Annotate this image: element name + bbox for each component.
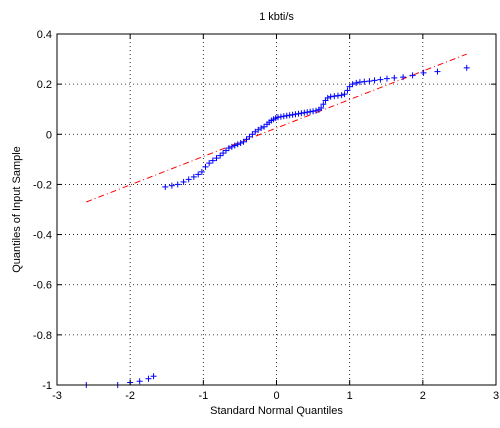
data-point [277, 113, 284, 120]
data-point [280, 113, 287, 120]
data-point [400, 74, 407, 81]
data-point [145, 375, 152, 382]
y-tick-labels: -1 -0.8 -0.6 -0.4 -0.2 0 0.2 0.4 [33, 29, 52, 392]
data-point [174, 181, 181, 188]
data-point [150, 373, 157, 380]
data-point [237, 140, 244, 147]
data-point [206, 160, 213, 167]
data-point [292, 111, 299, 118]
data-point [366, 78, 373, 85]
data-point [190, 173, 197, 180]
data-point [274, 114, 281, 121]
x-tick-label: -3 [52, 390, 62, 402]
data-points [83, 64, 470, 388]
y-axis-label: Quantiles of Input Sample [11, 146, 23, 273]
data-point [298, 110, 305, 117]
data-point [289, 111, 296, 118]
y-tick-label: 0.4 [37, 29, 52, 41]
x-tick-label: 3 [493, 390, 499, 402]
y-tick-label: -0.8 [33, 330, 52, 342]
data-point [320, 101, 327, 108]
data-point [162, 183, 169, 190]
data-point [338, 92, 345, 99]
data-point [310, 108, 317, 115]
data-point [209, 157, 216, 164]
x-tick-label: 2 [420, 390, 426, 402]
data-point [180, 178, 187, 185]
data-point [195, 171, 202, 178]
x-tick-label: -2 [125, 390, 135, 402]
data-point [361, 78, 368, 85]
data-point [225, 145, 232, 152]
data-point [341, 91, 348, 98]
data-point [304, 109, 311, 116]
data-point [246, 133, 253, 140]
x-tick-label: 0 [273, 390, 279, 402]
data-point [434, 68, 441, 75]
data-point [240, 138, 247, 145]
data-point [243, 136, 250, 143]
data-point [383, 75, 390, 82]
data-point [331, 93, 338, 100]
data-point [286, 112, 293, 119]
data-point [283, 112, 290, 119]
data-point [377, 76, 384, 83]
data-point [324, 94, 331, 101]
y-tick-label: 0 [46, 129, 52, 141]
data-point [185, 176, 192, 183]
x-tick-label: 1 [347, 390, 353, 402]
data-point [217, 152, 224, 159]
data-point [136, 378, 143, 385]
data-point [409, 72, 416, 79]
data-point [371, 77, 378, 84]
chart-title: 1 kbti/s [259, 11, 294, 23]
data-point [334, 92, 341, 99]
tick-marks [56, 33, 497, 386]
data-point [391, 74, 398, 81]
data-point [202, 163, 209, 170]
y-tick-label: -0.2 [33, 179, 52, 191]
data-point [231, 142, 238, 149]
data-point [258, 125, 265, 132]
x-axis-label: Standard Normal Quantiles [210, 405, 343, 417]
data-point [198, 168, 205, 175]
data-point [295, 110, 302, 117]
data-point [344, 87, 351, 94]
data-point [318, 104, 325, 111]
data-point [228, 143, 235, 150]
grid-lines [57, 34, 496, 385]
data-point [168, 182, 175, 189]
y-tick-label: -1 [42, 380, 52, 392]
data-point [223, 147, 230, 154]
data-point [420, 69, 427, 76]
data-point [261, 123, 268, 130]
data-point [220, 150, 227, 157]
y-tick-label: -0.6 [33, 280, 52, 292]
plot-area [56, 33, 497, 388]
data-point [353, 79, 360, 86]
data-point [301, 109, 308, 116]
y-tick-label: -0.4 [33, 230, 52, 242]
data-point [313, 107, 320, 114]
data-point [463, 64, 470, 71]
data-point [213, 155, 220, 162]
x-tick-label: -1 [198, 390, 208, 402]
data-point [234, 141, 241, 148]
y-tick-label: 0.2 [37, 79, 52, 91]
data-point [307, 108, 314, 115]
data-point [346, 83, 353, 90]
data-point [349, 81, 356, 88]
data-point [249, 131, 256, 138]
data-point [327, 93, 334, 100]
x-tick-labels: -3 -2 -1 0 1 2 3 [52, 390, 499, 402]
data-point [356, 79, 363, 86]
